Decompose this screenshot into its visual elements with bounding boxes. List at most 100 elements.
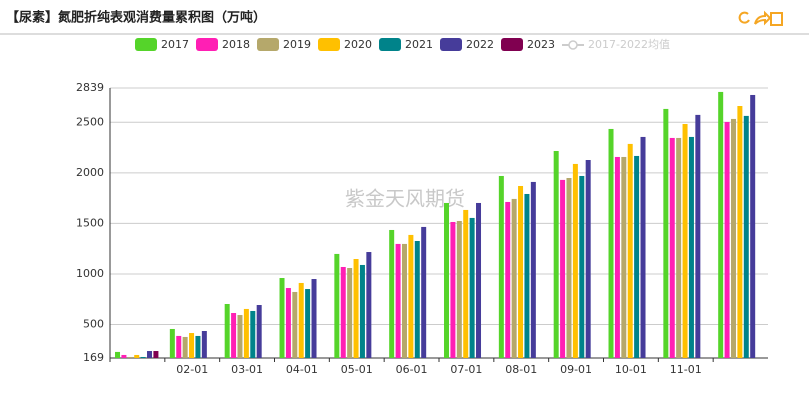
x-tick-label: 05-01 [341,363,373,376]
refresh-icon[interactable] [738,11,750,24]
y-tick-label: 500 [83,318,104,331]
bar [718,91,724,358]
bar [134,354,140,358]
bar [553,151,559,358]
legend-swatch [379,38,401,51]
bar [189,333,195,358]
bar [334,253,340,358]
bar [511,198,517,358]
bar [256,305,262,358]
x-tick-label: 07-01 [450,363,482,376]
bar [353,259,359,358]
legend-swatch [135,38,157,51]
legend-label: 2022 [466,38,494,51]
bar [476,202,482,358]
bar [669,137,675,358]
bar [279,278,285,358]
bar [627,143,633,358]
bar [456,220,462,358]
bar [147,351,153,358]
bar [663,108,669,358]
legend-label: 2017-2022均值 [588,38,670,51]
bar [127,356,133,358]
legend-swatch [257,38,279,51]
bar [524,193,530,358]
bar [414,241,420,358]
bar [676,137,682,358]
legend-swatch [501,38,523,51]
bar [695,114,701,358]
save-icon[interactable] [770,12,783,26]
bar [395,243,401,358]
bar [305,289,311,358]
bar [743,115,749,358]
bar [421,226,427,358]
y-tick-label: 2000 [76,166,104,179]
bar [115,351,121,358]
bar [182,336,188,358]
bar [750,94,756,358]
x-tick-label: 02-01 [176,363,208,376]
bar [408,234,414,358]
bar [201,331,207,358]
legend-label: 2020 [344,38,372,51]
bar [176,335,182,358]
y-tick-label: 169 [83,351,104,364]
bar [640,136,646,358]
toolbar[interactable] [738,10,783,26]
x-tick-label: 09-01 [560,363,592,376]
bar [292,291,298,358]
y-tick-label: 1500 [76,216,104,229]
legend-label: 2023 [527,38,555,51]
bar [566,178,572,358]
bar [195,335,201,358]
bar [237,315,243,358]
bar [366,252,372,358]
bar [243,308,249,358]
x-tick-label: 03-01 [231,363,263,376]
legend-swatch [196,38,218,51]
y-tick-label: 1000 [76,267,104,280]
bar [140,356,146,358]
bar [621,156,627,358]
bar [614,156,620,358]
bar [608,128,614,358]
legend-label: 2018 [222,38,250,51]
x-tick-label: 04-01 [286,363,318,376]
legend-label: 2017 [161,38,189,51]
bar [530,181,536,358]
share-icon[interactable] [754,10,772,26]
bar [737,106,743,358]
bar [285,288,291,358]
y-tick-label: 2500 [76,115,104,128]
bar [505,201,511,358]
chart-title: 【尿素】氮肥折纯表观消费量累积图（万吨） [6,10,266,26]
legend-swatch [318,38,340,51]
bar [688,136,694,358]
bar [231,313,237,358]
x-tick-label: 10-01 [615,363,647,376]
bar [311,279,317,358]
bar [469,217,475,358]
bar [634,155,640,358]
bar [250,310,256,358]
bar [724,121,730,358]
x-tick-label: 06-01 [396,363,428,376]
bar [169,328,175,358]
bar [560,179,566,358]
x-tick-label: 08-01 [505,363,537,376]
bar [585,160,591,358]
y-tick-label: 2839 [76,81,104,94]
bar [359,264,365,358]
bar [444,202,450,358]
bar [347,268,353,358]
bar [224,304,230,358]
bar [498,175,504,358]
bar [450,221,456,358]
bar [572,163,578,358]
bar [298,282,304,358]
bar [401,243,407,358]
bar [121,354,127,358]
legend-label: 2019 [283,38,311,51]
